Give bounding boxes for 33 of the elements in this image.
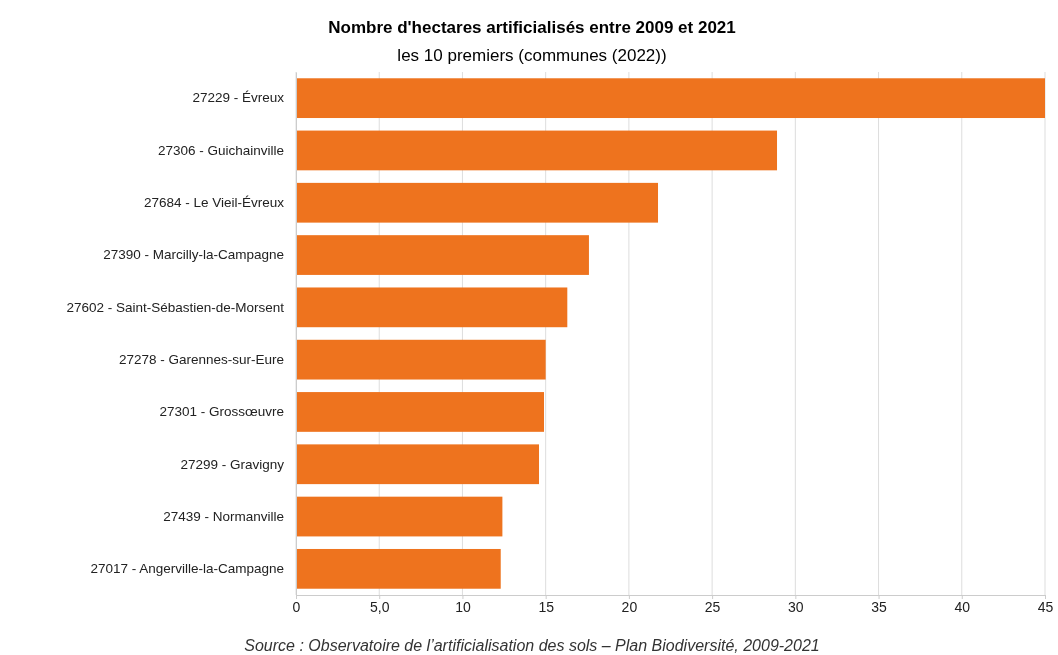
bar (296, 287, 568, 328)
bar (296, 182, 659, 223)
bar (296, 496, 503, 537)
y-tick-label: 27390 - Marcilly-la-Campagne (103, 247, 284, 263)
source-note: Source : Observatoire de l’artificialisation des sols – Plan Biodiversité, 2009-2021 (244, 637, 820, 654)
y-tick-label: 27439 - Normanville (163, 508, 284, 524)
bar (296, 130, 778, 171)
chart-title: Nombre d'hectares artificialisés entre 2009 et 2021 (328, 18, 736, 37)
y-tick-label: 27278 - Garennes-sur-Eure (118, 351, 284, 367)
y-tick-label: 27301 - Grossœuvre (159, 404, 284, 420)
x-tick-label: 10 (455, 598, 471, 615)
y-tick-label: 27299 - Gravigny (180, 456, 285, 472)
chart-subtitle: les 10 premiers (communes (2022)) (397, 46, 667, 65)
bar (296, 78, 1045, 119)
x-tick-label: 5,0 (369, 598, 390, 615)
bar (296, 548, 501, 589)
y-tick-label: 27017 - Angerville-la-Campagne (90, 561, 284, 577)
x-tick-label: 15 (538, 598, 555, 615)
bar (296, 444, 540, 485)
x-tick-label: 40 (954, 598, 971, 615)
y-tick-label: 27684 - Le Vieil-Évreux (143, 195, 285, 211)
x-tick-label: 45 (1037, 598, 1054, 615)
bar (296, 339, 546, 380)
x-tick-label: 35 (871, 598, 888, 615)
x-tick-label: 0 (292, 598, 301, 615)
bar (296, 235, 589, 275)
x-tick-label: 20 (621, 598, 638, 615)
x-tick-label: 25 (704, 598, 721, 615)
x-tick-label: 30 (788, 598, 804, 615)
y-tick-label: 27602 - Saint-Sébastien-de-Morsent (66, 299, 285, 315)
bar (296, 392, 544, 432)
y-tick-label: 27306 - Guichainville (157, 142, 284, 158)
y-tick-label: 27229 - Évreux (192, 90, 285, 106)
